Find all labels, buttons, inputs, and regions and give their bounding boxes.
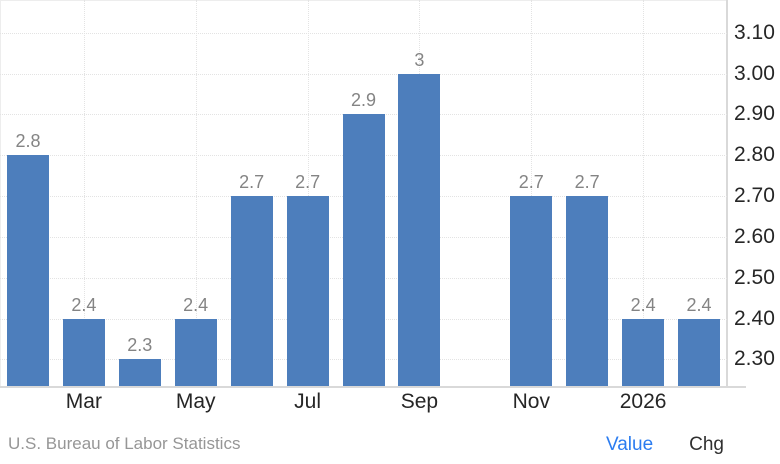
v-gridline [195,0,197,386]
x-axis-line [0,386,746,388]
bar[interactable] [174,318,217,386]
bar-value-label: 3 [414,49,425,70]
plot-area: 3.10 3.00 2.90 2.80 2.70 2.60 2.50 2.40 2.30 2.8 M… [0,0,775,413]
bar[interactable] [398,73,441,386]
bar-value-label: 2.3 [127,335,153,356]
x-axis-tick-label: May [175,390,216,413]
v-gridline [83,0,85,386]
bar-value-label: 2.4 [630,294,656,315]
plot-border-top [0,0,727,1]
bar-value-label: 2.9 [350,90,377,111]
y-axis-tick-label: 2.40 [734,306,775,330]
v-gridline [643,0,645,386]
bar[interactable] [118,359,161,386]
plot-border-left [0,0,1,388]
bar-value-label: 2.4 [71,294,97,315]
chart-footer: U.S. Bureau of Labor Statistics Value Ch… [0,430,780,460]
bar-value-label: 2.7 [574,172,600,192]
y-axis-tick-label: 2.90 [734,102,775,126]
bar-value-label: 2.7 [295,172,321,192]
chg-toggle[interactable]: Chg [689,434,724,455]
bar-value-label: 2.4 [686,294,712,315]
v-gridline [531,0,533,386]
x-axis-tick-label: Nov [512,390,550,413]
source-link[interactable]: U.S. Bureau of Labor Statistics [8,434,241,453]
bar[interactable] [678,318,720,386]
y-axis-tick-label: 2.70 [734,184,775,207]
bar-value-label: 2.4 [183,294,209,315]
bar[interactable] [342,114,385,386]
bar[interactable] [286,196,329,386]
y-axis-tick-label: 2.60 [734,224,775,248]
value-toggle[interactable]: Value [605,434,654,455]
y-axis-line [726,0,728,388]
bar[interactable] [230,196,273,386]
bar[interactable] [622,318,665,386]
bar-value-label: 2.7 [518,172,544,192]
y-axis-tick-label: 3.10 [734,20,775,44]
h-gridline [0,73,727,75]
x-axis-tick-label: 2026 [619,390,667,413]
bar[interactable] [510,196,553,386]
bar-value-label: 2.7 [239,172,265,192]
y-axis-tick-label: 2.80 [734,143,775,167]
x-axis-tick-label: Jul [294,390,322,413]
y-axis-tick-label: 3.00 [734,61,775,85]
bar-value-label: 2.8 [15,131,41,152]
x-axis-tick-label: Mar [65,390,102,413]
y-axis-tick-label: 2.50 [734,265,775,289]
footer-toggles: Value Chg [606,430,724,460]
h-gridline [0,32,727,34]
y-axis-tick-label: 2.30 [734,347,775,371]
bar[interactable] [566,196,609,386]
x-axis-tick-label: Sep [400,390,439,413]
bar[interactable] [7,155,49,386]
bar[interactable] [62,318,105,386]
v-gridline [307,0,309,386]
